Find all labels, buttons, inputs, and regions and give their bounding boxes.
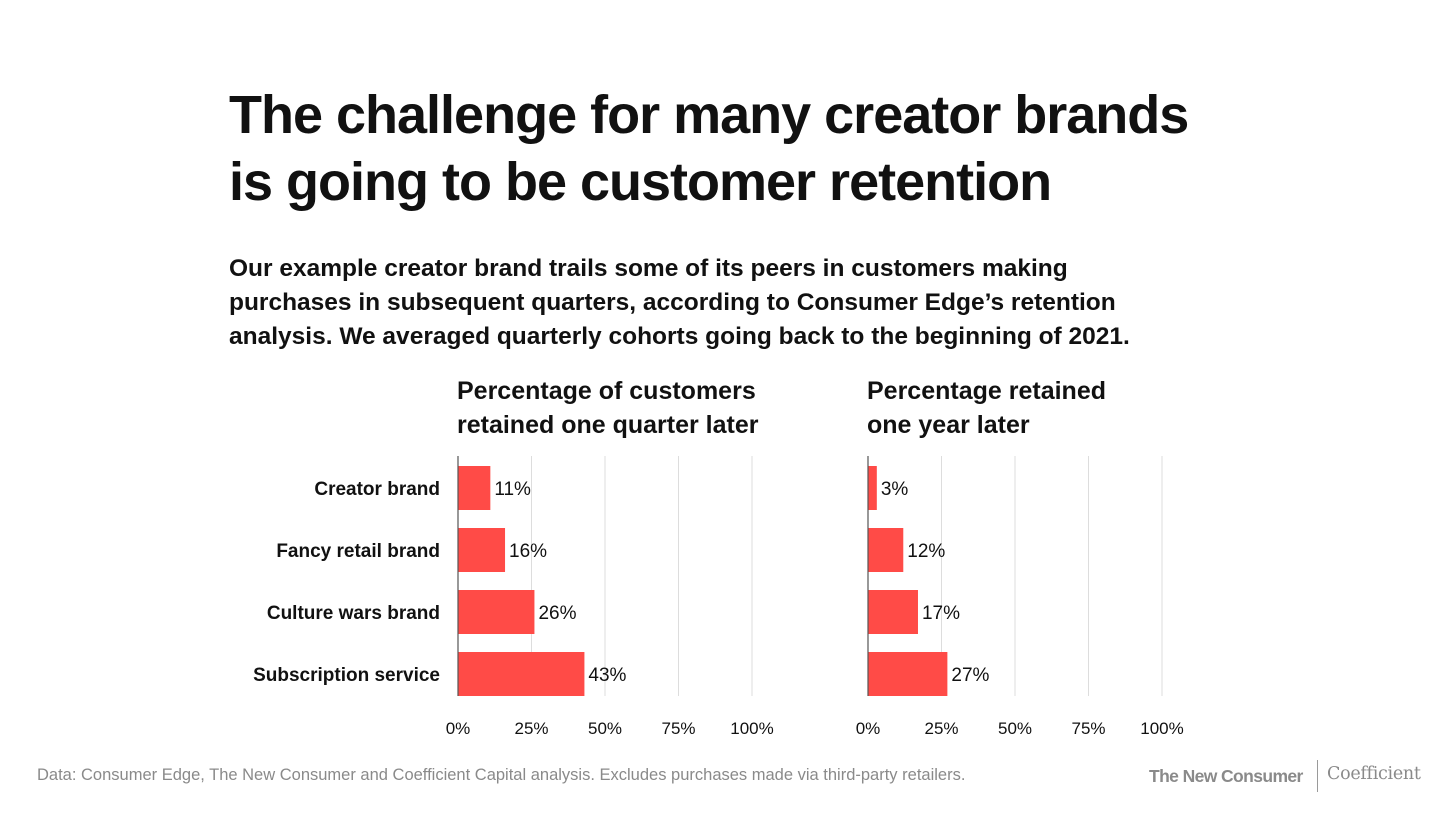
category-label-3: Subscription service [253,665,440,686]
left-bar-1 [458,528,506,572]
right-bar-3 [868,652,948,696]
right-value-label-0: 3% [881,479,909,500]
left-panel-title-line-2: retained one quarter later [457,411,759,439]
right-panel-title: Percentage retained one year later [867,374,1247,442]
right-panel-title-line-1: Percentage retained [867,377,1106,405]
right-panel-title-line-2: one year later [867,411,1030,439]
logo-divider [1317,760,1318,792]
right-value-label-1: 12% [907,541,945,562]
chart-title-line-1: The challenge for many creator brands [229,85,1189,145]
left-bar-0 [458,466,491,510]
right-bar-0 [868,466,877,510]
left-value-label-0: 11% [494,479,531,500]
left-tick-label-3: 75% [661,719,695,738]
chart-subtitle-line-1: Our example creator brand trails some of… [229,255,1068,282]
right-value-label-3: 27% [951,665,989,686]
left-value-label-1: 16% [509,541,547,562]
chart-subtitle: Our example creator brand trails some of… [229,252,1329,354]
coefficient-logo: Coefficient [1327,764,1421,784]
right-tick-label-3: 75% [1071,719,1105,738]
left-panel-title-line-1: Percentage of customers [457,377,756,405]
source-note: Data: Consumer Edge, The New Consumer an… [37,766,966,784]
chart-title: The challenge for many creator brands is… [229,82,1309,216]
left-tick-label-0: 0% [446,719,471,738]
category-label-1: Fancy retail brand [276,541,440,562]
right-tick-label-4: 100% [1140,719,1183,738]
category-label-2: Culture wars brand [267,603,440,624]
category-label-0: Creator brand [314,479,440,500]
chart-subtitle-line-3: analysis. We averaged quarterly cohorts … [229,323,1130,350]
left-bar-3 [458,652,585,696]
left-bar-2 [458,590,535,634]
left-tick-label-4: 100% [730,719,773,738]
right-bar-1 [868,528,904,572]
left-tick-label-2: 50% [588,719,622,738]
right-tick-label-1: 25% [924,719,958,738]
the-new-consumer-logo: The New Consumer [1149,766,1303,786]
right-bar-2 [868,590,918,634]
right-value-label-2: 17% [922,603,960,624]
left-panel-title: Percentage of customers retained one qua… [457,374,837,442]
left-tick-label-1: 25% [514,719,548,738]
left-value-label-3: 43% [588,665,626,686]
right-tick-label-2: 50% [998,719,1032,738]
right-tick-label-0: 0% [856,719,881,738]
chart-title-line-2: is going to be customer retention [229,152,1052,212]
chart-subtitle-line-2: purchases in subsequent quarters, accord… [229,289,1116,316]
left-value-label-2: 26% [538,603,576,624]
